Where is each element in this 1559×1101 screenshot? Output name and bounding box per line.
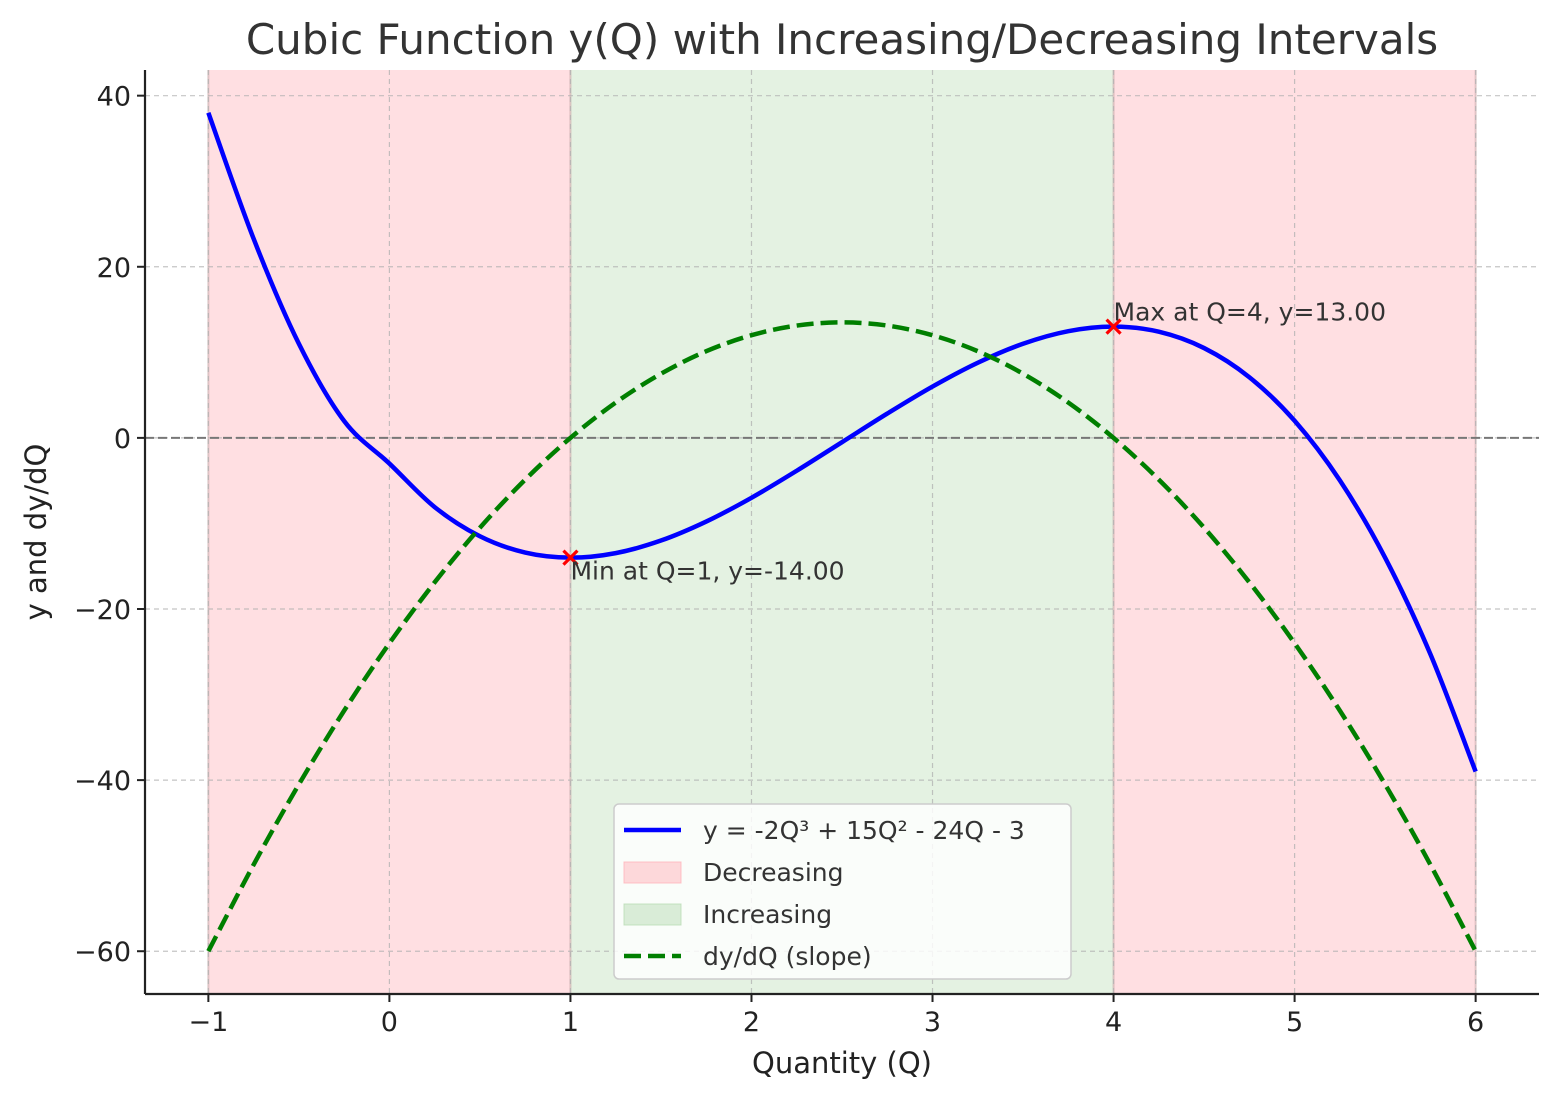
x-tick-label: 2 [743,1007,760,1038]
y-tick-label: 20 [97,253,131,284]
y-tick-label: −40 [74,766,131,797]
x-tick-label: 4 [1105,1007,1122,1038]
legend-swatch [623,903,682,926]
x-axis-title: Quantity (Q) [752,1046,932,1080]
y-tick-label: −60 [74,937,131,968]
x-tick-label: 5 [1286,1007,1303,1038]
x-tick-label: 6 [1467,1007,1484,1038]
marker-x-stroke [562,549,579,566]
x-tick-label: 3 [924,1007,941,1038]
legend-item: y = -2Q³ + 15Q² - 24Q - 3 [624,816,1025,845]
legend-label: Increasing [703,900,832,929]
annotation-max: Max at Q=4, y=13.00 [1114,298,1386,327]
extrema-markers: Min at Q=1, y=-14.00 Max at Q=4, y=13.00 [562,298,1386,586]
extremum-marker [1105,318,1122,335]
legend-label: dy/dQ (slope) [703,942,872,971]
series-line-slope [206,320,1478,953]
y-tick-label: 0 [114,424,131,455]
tick-labels: −1 0 1 2 3 4 5 6 −60 −40 −20 0 20 40 [74,82,1484,1038]
legend-label: y = -2Q³ + 15Q² - 24Q - 3 [703,816,1025,845]
legend: y = -2Q³ + 15Q² - 24Q - 3 Decreasing Incre… [613,803,1072,980]
axes [143,70,1539,996]
legend-item: Decreasing [623,858,844,887]
annotation-min: Min at Q=1, y=-14.00 [570,557,844,586]
legend-box [613,803,1072,980]
chart-title: Cubic Function y(Q) with Increasing/Decr… [246,15,1438,64]
x-tick-label: 1 [562,1007,579,1038]
x-tick-label: 0 [381,1007,398,1038]
legend-item: Increasing [623,900,832,929]
marker-x-stroke [1105,318,1122,335]
y-axis-title: y and dy/dQ [19,444,53,621]
y-tick-label: −20 [74,595,131,626]
legend-swatch [623,861,682,884]
legend-item: dy/dQ (slope) [624,942,872,971]
legend-label: Decreasing [703,858,844,887]
x-tick-label: −1 [188,1007,228,1038]
series-line-y [206,112,1478,773]
extremum-marker [562,549,579,566]
y-tick-label: 40 [97,82,131,113]
series-lines [206,112,1478,953]
